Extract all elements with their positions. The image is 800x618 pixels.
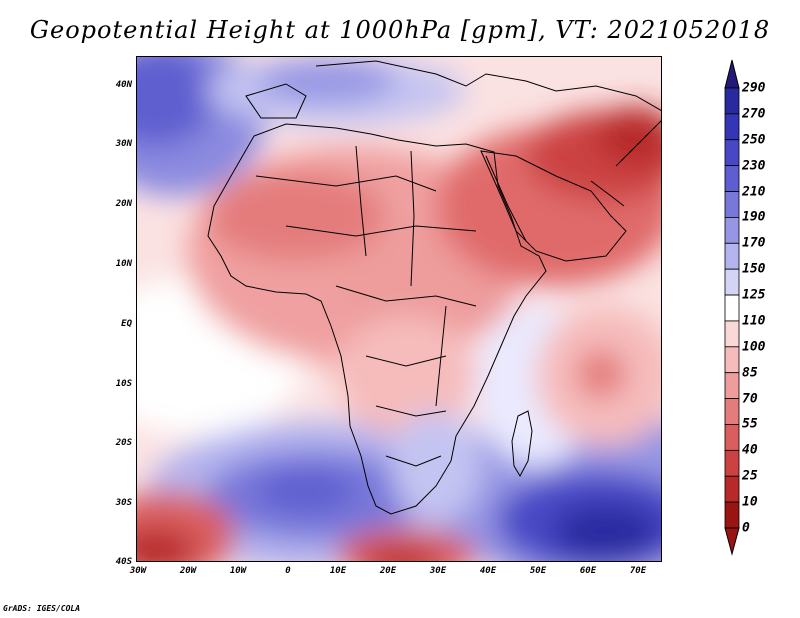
map-border: [136, 56, 662, 562]
coastlines-outline: [207, 60, 662, 515]
colorbar-level-label: 110: [742, 313, 766, 329]
colorbar-level-label: 190: [742, 209, 766, 225]
lat-tick-label: 20N: [115, 199, 132, 209]
lat-tick-label: 20S: [115, 438, 132, 448]
colorbar-swatch: [724, 294, 740, 322]
colorbar-level-label: 150: [742, 261, 766, 277]
lat-tick-label: EQ: [121, 319, 132, 329]
colorbar-swatch: [724, 217, 740, 244]
chart-title: Geopotential Height at 1000hPa [gpm], VT…: [29, 16, 771, 44]
lon-tick-label: 50E: [529, 566, 547, 576]
colorbar-level-label: 250: [742, 132, 766, 148]
colorbar-swatch: [724, 449, 740, 477]
colorbar-swatch: [724, 398, 740, 425]
colorbar-swatch: [724, 242, 740, 270]
colorbar-level-label: 230: [742, 158, 766, 174]
lon-tick-label: 10W: [229, 566, 247, 576]
colorbar-level-label: 170: [742, 235, 766, 251]
colorbar-swatch: [724, 346, 740, 374]
colorbar-swatch: [724, 139, 740, 167]
colorbar-level-label: 0: [742, 520, 750, 536]
lon-tick-label: 30E: [429, 566, 447, 576]
colorbar-level-label: 40: [742, 442, 758, 458]
lon-tick-label: 40E: [479, 566, 497, 576]
colorbar-swatch: [724, 268, 740, 296]
lat-tick-label: 10N: [115, 259, 132, 269]
colorbar-level-label: 290: [742, 80, 766, 96]
lat-tick-label: 40S: [115, 557, 132, 567]
colorbar-swatch: [724, 424, 740, 451]
colorbar-arrow-bottom: [724, 527, 740, 556]
colorbar-level-label: 125: [742, 287, 766, 303]
lat-tick-label: 30N: [115, 139, 132, 149]
credit-text: GrADS: IGES/COLA: [3, 604, 81, 613]
colorbar-level-label: 55: [742, 416, 758, 432]
lon-tick-label: 20W: [179, 566, 197, 576]
colorbar-arrow-top: [724, 59, 740, 89]
colorbar-swatch: [724, 165, 740, 192]
colorbar-swatch: [724, 501, 740, 529]
lon-tick-label: 20E: [379, 566, 397, 576]
colorbar-swatch: [724, 475, 740, 503]
colorbar-swatch: [724, 191, 740, 218]
lon-tick-label: 30W: [129, 566, 147, 576]
geopotential-map: [136, 56, 662, 562]
lon-tick-label: 70E: [629, 566, 647, 576]
colorbar-level-label: 100: [742, 339, 766, 355]
colorbar-level-label: 210: [742, 184, 766, 200]
colorbar-level-label: 270: [742, 106, 766, 122]
lon-tick-label: 10E: [329, 566, 347, 576]
lat-tick-label: 30S: [115, 498, 132, 508]
colorbar-swatch: [724, 320, 740, 348]
height-field: [136, 56, 662, 562]
colorbar-swatch: [724, 113, 740, 141]
lon-tick-label: 0: [285, 566, 291, 576]
lat-tick-label: 10S: [115, 379, 132, 389]
colorbar-swatch: [724, 372, 740, 399]
colorbar-level-label: 10: [742, 494, 758, 510]
colorbar-level-label: 85: [742, 365, 758, 381]
colorbar-swatch: [724, 87, 740, 115]
lon-tick-label: 60E: [579, 566, 597, 576]
colorbar-level-label: 25: [742, 468, 758, 484]
colorbar-level-label: 70: [742, 391, 758, 407]
lat-tick-label: 40N: [115, 80, 132, 90]
